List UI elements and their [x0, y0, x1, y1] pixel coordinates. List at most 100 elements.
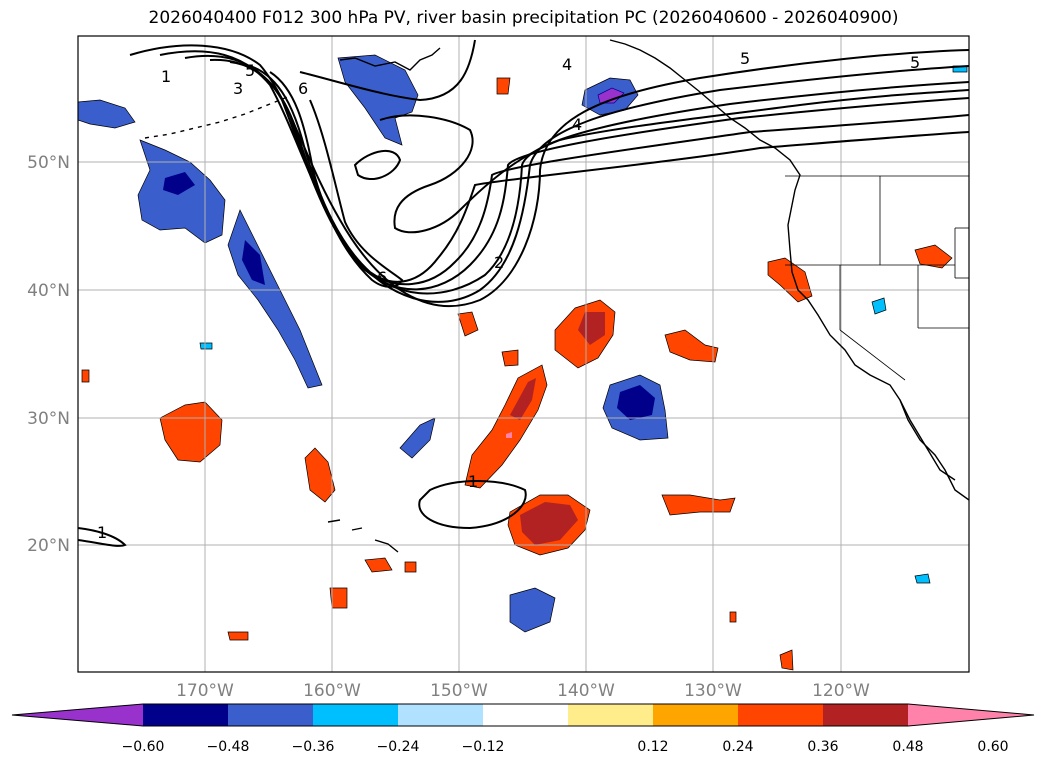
us-borders: [785, 175, 969, 381]
colorbar-tick-label: 0.60: [977, 739, 1008, 755]
colorbar-swatch: [653, 704, 738, 726]
pos-anomaly-132w-36n: [664, 329, 719, 363]
pv-contours: [78, 39, 969, 547]
pos-anomaly-147w-34n: [501, 349, 519, 367]
lon-label: 170°W: [176, 681, 234, 701]
pv-contour-11: [418, 480, 527, 530]
neg-anomaly-126w-37n: [871, 297, 887, 315]
neg-anomaly-158w-55n: [337, 54, 419, 146]
pv-label: 1: [97, 523, 107, 542]
lon-label: 150°W: [430, 681, 488, 701]
pos-anomaly-160w-15n: [329, 587, 348, 609]
colorbar-swatch: [228, 704, 313, 726]
lat-label: 20°N: [27, 536, 70, 556]
pos-anomaly-small-c: [496, 77, 511, 95]
colorbar-tick-label: −0.12: [462, 739, 505, 755]
pv-contour-2: [159, 50, 969, 303]
neg-anomaly-small-west: [199, 342, 213, 350]
lon-label: 130°W: [684, 681, 742, 701]
colorbar-extend-left: [12, 704, 143, 726]
neg-anomaly-165w-40n: [227, 209, 323, 389]
pos-anomaly-small-b: [779, 649, 794, 671]
colorbar-tick-label: 0.24: [722, 739, 753, 755]
pv-label: 5: [740, 49, 750, 68]
graticule: [78, 36, 969, 672]
colorbar-swatch: [398, 704, 483, 726]
map-title: 2026040400 F012 300 hPa PV, river basin …: [148, 8, 899, 28]
north-america-coast: [609, 39, 969, 501]
pv-contour-10: [353, 150, 402, 180]
pos-anomaly-band-145w-core: [510, 378, 536, 420]
colorbar-swatch: [738, 704, 823, 726]
coastlines: [144, 39, 969, 553]
pv-label: 4: [572, 115, 582, 134]
pv-contour-12: [78, 527, 127, 547]
neg-anomaly-aleutian-west: [78, 99, 136, 129]
hawaii-islands: [327, 519, 399, 553]
pos-anomaly-112w-42n: [914, 244, 953, 269]
precip-anomaly-fields: [78, 54, 968, 671]
colorbar-swatch: [313, 704, 398, 726]
pos-anomaly-155w-18n: [364, 557, 393, 573]
lat-label: 40°N: [27, 281, 70, 301]
colorbar-swatch: [568, 704, 653, 726]
pv-label: 1: [468, 472, 478, 491]
neg-anomaly-136w-32n-core: [617, 385, 655, 420]
colorbar-tick-label: −0.60: [122, 739, 165, 755]
neg-anomaly-small-se: [914, 573, 931, 584]
pos-anomaly-124w-42n: [767, 257, 813, 303]
pos-anomaly-170w-30n: [159, 401, 223, 463]
pos-anomaly-small-f: [81, 369, 90, 383]
colorbar-swatch: [823, 704, 908, 726]
pv-contour-3: [184, 54, 969, 295]
neg-anomaly-170w-50n-core: [163, 172, 195, 195]
pos-anomaly-small-a: [227, 631, 249, 641]
pv-contour-5: [229, 61, 969, 286]
alaska-coast: [339, 47, 441, 71]
pv-contour-4: [209, 58, 969, 291]
latitude-labels: 50°N 40°N 30°N 20°N: [27, 153, 70, 556]
pos-anomaly-150w-37n: [457, 311, 479, 337]
colorbar-tick-label: 0.48: [892, 739, 923, 755]
lon-label: 140°W: [557, 681, 615, 701]
neg-anomaly-145w-15n: [509, 587, 556, 633]
pv-label: 5: [245, 61, 255, 80]
pos-anomaly-band-145w-dot: [506, 432, 512, 438]
pos-anomaly-130w-24n: [661, 494, 736, 516]
pos-anomaly-139w-37n-core: [578, 312, 605, 345]
colorbar-tick-label: −0.24: [377, 739, 420, 755]
pv-contour-8: [299, 39, 476, 102]
pos-anomaly-162w-25n: [304, 447, 336, 503]
pv-label: 5: [910, 53, 920, 72]
map-frame: [77, 35, 970, 673]
colorbar-swatch: [483, 704, 568, 726]
colorbar-outline: [11, 703, 1035, 727]
colorbar-tick-label: −0.48: [207, 739, 250, 755]
aleutian-islands: [144, 95, 291, 139]
pv-label: 6: [298, 79, 308, 98]
colorbar-tick-label: 0.36: [807, 739, 838, 755]
lon-label: 160°W: [303, 681, 361, 701]
pv-contour-7: [269, 71, 404, 288]
colorbar: −0.60 −0.48 −0.36 −0.24 −0.12 0.12 0.24 0.36 0.4…: [11, 703, 1035, 755]
pos-anomaly-144w-20n-core: [520, 502, 578, 545]
lat-label: 50°N: [27, 153, 70, 173]
colorbar-tick-label: 0.12: [637, 739, 668, 755]
colorbar-extend-right: [908, 704, 1034, 726]
pv-label: 1: [161, 67, 171, 86]
pv-label: 2: [494, 253, 504, 272]
pv-contour-6: [249, 65, 969, 283]
pv-label: 6: [377, 268, 387, 287]
baja-coast: [899, 399, 956, 481]
pos-anomaly-small-d: [404, 561, 417, 573]
pv-label: 4: [562, 55, 572, 74]
pv-contour-labels: 1 3 5 6 4 5 5 4 2 6 1 1: [97, 49, 920, 542]
lat-label: 30°N: [27, 409, 70, 429]
colorbar-tick-label: −0.36: [292, 739, 335, 755]
lon-label: 120°W: [812, 681, 870, 701]
pv-contour-9: [379, 89, 969, 234]
colorbar-swatch: [143, 704, 228, 726]
neg-anomaly-153w-28n: [399, 417, 436, 459]
pos-anomaly-small-e: [729, 611, 737, 623]
